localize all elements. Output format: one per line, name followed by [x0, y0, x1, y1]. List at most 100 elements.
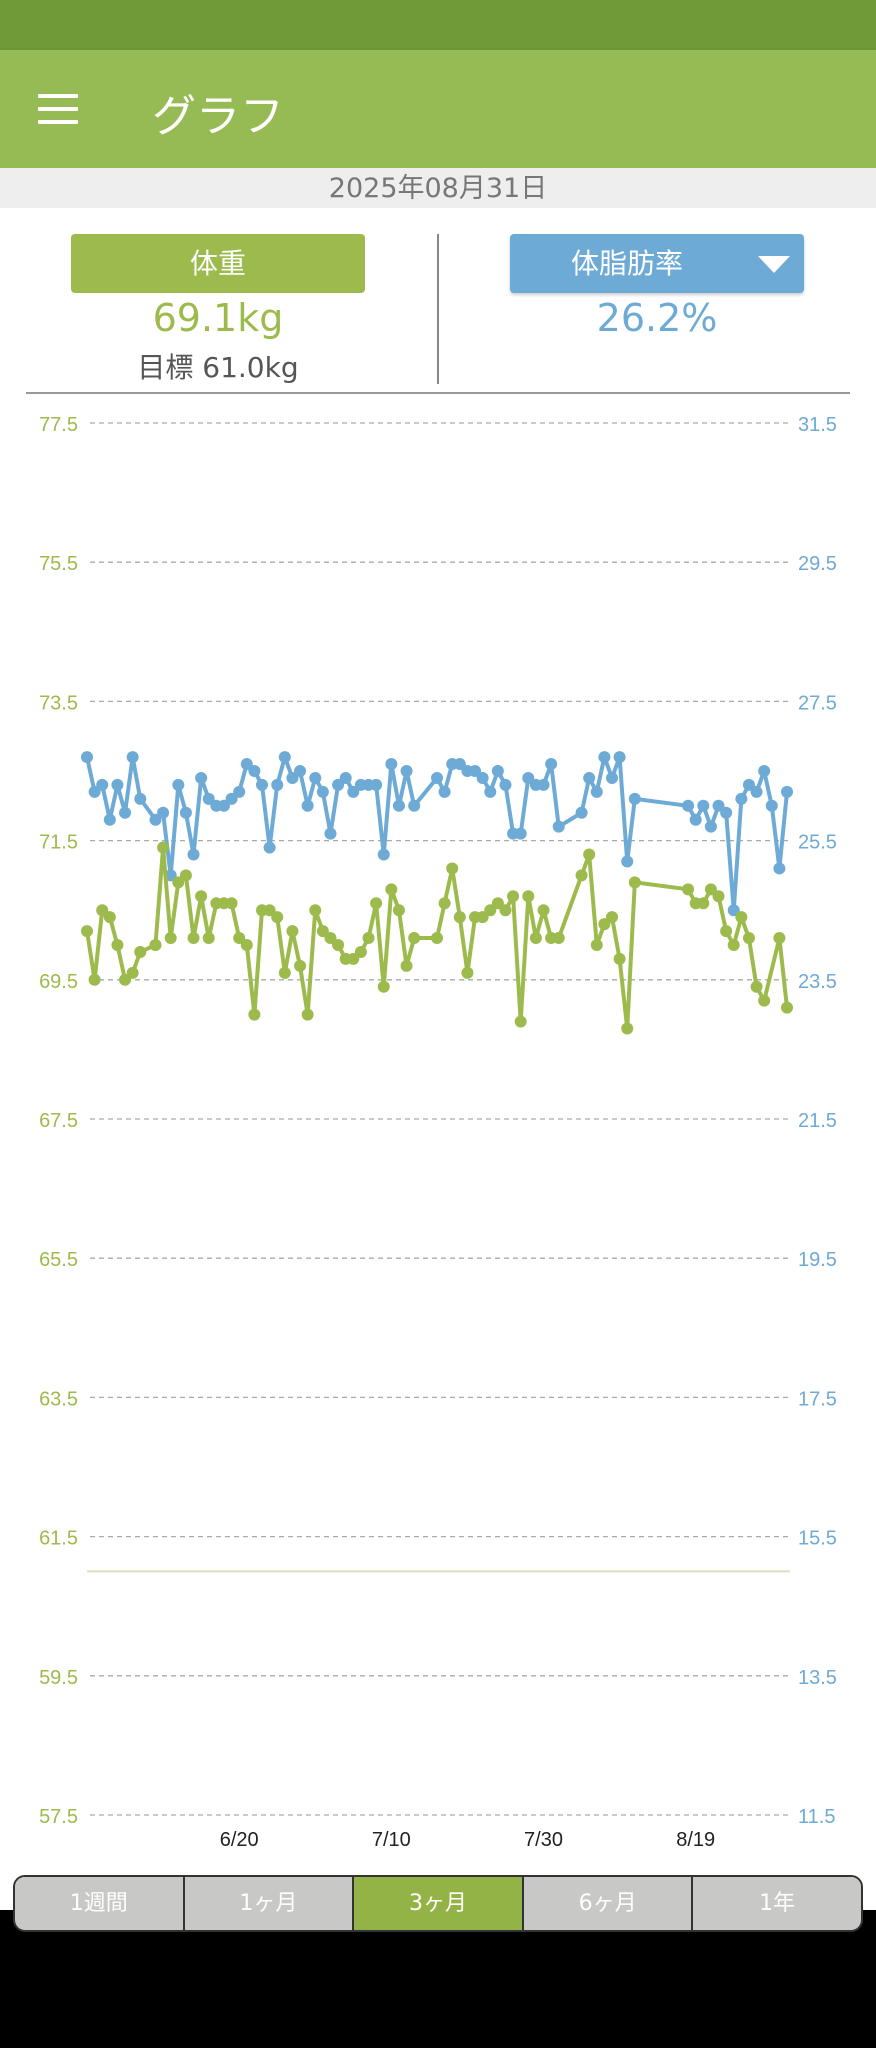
fat-data-point — [750, 785, 763, 798]
fat-data-point — [438, 785, 451, 798]
x-tick-label: 6/20 — [220, 1829, 259, 1851]
weight-data-point — [613, 952, 626, 965]
divider — [26, 392, 850, 394]
fat-data-point — [233, 785, 246, 798]
fat-data-point — [491, 765, 504, 777]
weight-data-point — [750, 980, 763, 993]
weight-data-point — [347, 952, 360, 965]
weight-data-point — [590, 939, 603, 951]
weight-data-point — [96, 904, 109, 917]
weight-data-point — [727, 939, 740, 951]
tab-period[interactable]: 1年 — [693, 1877, 861, 1930]
fat-data-point — [431, 771, 443, 784]
y-left-tick-label: 63.5 — [39, 1388, 78, 1410]
y-left-tick-label: 57.5 — [39, 1806, 78, 1828]
hamburger-icon[interactable] — [38, 94, 78, 124]
fat-data-point — [720, 806, 733, 819]
fat-data-point — [484, 785, 497, 798]
weight-data-point — [621, 1022, 634, 1035]
weight-data-point — [362, 932, 375, 945]
y-right-tick-label: 15.5 — [798, 1528, 837, 1550]
weight-data-point — [316, 925, 329, 938]
weight-data-point — [552, 932, 565, 945]
fat-data-point — [621, 855, 634, 868]
y-right-tick-label: 31.5 — [798, 414, 837, 436]
weight-value: 69.1kg — [152, 296, 284, 340]
fat-data-point — [202, 792, 215, 805]
weight-data-point — [431, 932, 443, 945]
goal-weight: 目標 61.0kg — [137, 351, 299, 384]
fat-dropdown-button[interactable]: 体脂肪率 — [510, 234, 804, 293]
fat-data-point — [324, 827, 337, 840]
weight-data-point — [446, 862, 459, 875]
page-title: グラフ — [152, 91, 284, 142]
y-right-tick-label: 11.5 — [798, 1806, 835, 1828]
weight-data-point — [103, 911, 116, 924]
weight-data-point — [248, 1008, 261, 1021]
divider — [437, 234, 439, 384]
fat-data-point — [606, 771, 618, 784]
fat-data-point — [545, 758, 558, 771]
fat-data-point — [347, 785, 360, 798]
y-right-tick-label: 13.5 — [798, 1667, 837, 1689]
fat-data-point — [240, 758, 253, 771]
fat-data-point — [590, 785, 603, 798]
weight-data-point — [583, 848, 596, 861]
weight-data-point — [598, 918, 611, 931]
y-left-tick-label: 67.5 — [39, 1110, 78, 1132]
fat-data-point — [126, 751, 139, 764]
weight-data-point — [507, 890, 520, 903]
fat-data-point — [134, 792, 147, 805]
weight-data-point — [484, 904, 497, 917]
weight-data-point — [126, 966, 139, 979]
weight-data-point — [742, 932, 755, 945]
fat-data-point — [697, 799, 710, 812]
y-left-tick-label: 69.5 — [39, 971, 78, 993]
tab-period[interactable]: 3ヶ月 — [354, 1877, 524, 1930]
weight-data-point — [309, 904, 322, 917]
weight-data-point — [408, 932, 421, 945]
weight-data-point — [179, 869, 192, 882]
y-right-tick-label: 23.5 — [798, 971, 837, 993]
weight-data-point — [134, 945, 147, 958]
fat-data-point — [309, 771, 322, 784]
fat-data-point — [758, 765, 771, 777]
y-left-tick-label: 59.5 — [39, 1667, 78, 1689]
weight-data-point — [271, 911, 284, 924]
weight-data-point — [720, 925, 733, 938]
weight-data-point — [286, 925, 299, 938]
weight-data-point — [735, 911, 748, 924]
fat-data-point — [552, 820, 565, 833]
fat-series-line — [85, 755, 789, 913]
fat-data-point — [172, 778, 185, 791]
weight-data-point — [225, 897, 238, 910]
fat-data-point — [469, 765, 482, 777]
period-tabs: 1週間 1ヶ月 3ヶ月 6ヶ月 1年 — [13, 1875, 863, 1932]
fat-data-point — [408, 799, 421, 812]
fat-data-point — [157, 806, 170, 819]
weight-data-point — [453, 911, 466, 924]
weight-button[interactable]: 体重 — [71, 234, 365, 293]
fat-data-point — [537, 778, 550, 791]
fat-data-point — [742, 778, 755, 791]
fat-data-point — [727, 904, 740, 917]
y-left-tick-label: 73.5 — [39, 692, 78, 714]
fat-data-point — [278, 751, 291, 764]
fat-data-point — [514, 827, 527, 840]
tab-period[interactable]: 1週間 — [15, 1877, 185, 1930]
weight-data-point — [491, 897, 504, 910]
tab-period[interactable]: 6ヶ月 — [523, 1877, 694, 1930]
x-tick-label: 7/10 — [372, 1829, 411, 1851]
fat-data-point — [301, 799, 314, 812]
fat-data-point — [332, 778, 345, 791]
tab-period[interactable]: 1ヶ月 — [184, 1877, 355, 1930]
weight-data-point — [301, 1008, 314, 1021]
weight-fat-chart: 77.5 75.5 73.5 71.5 69.5 67.5 65.5 63.5 61.5 59.5… — [39, 414, 837, 1851]
weight-data-point — [187, 932, 200, 945]
selected-date[interactable]: 2025年08月31日 — [0, 168, 876, 208]
fat-data-point — [164, 869, 177, 882]
weight-data-point — [324, 932, 337, 945]
fat-data-point — [628, 792, 641, 805]
fat-data-point — [689, 813, 702, 826]
triangle-down-icon — [758, 256, 790, 273]
